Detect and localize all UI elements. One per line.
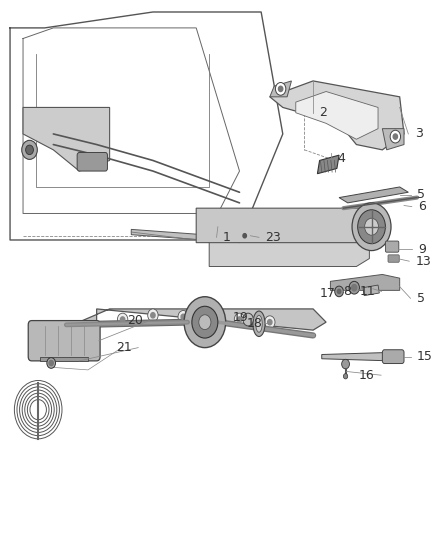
Text: 2: 2: [320, 106, 328, 119]
Text: 3: 3: [415, 127, 423, 140]
Circle shape: [243, 233, 247, 238]
Polygon shape: [296, 92, 378, 139]
Polygon shape: [66, 309, 326, 343]
Circle shape: [268, 319, 272, 325]
Circle shape: [265, 316, 275, 328]
Text: 9: 9: [418, 243, 426, 255]
Circle shape: [237, 317, 242, 322]
Text: 1: 1: [223, 231, 231, 244]
Circle shape: [393, 134, 398, 139]
Circle shape: [117, 313, 128, 326]
Polygon shape: [270, 81, 291, 97]
Circle shape: [349, 281, 360, 294]
FancyBboxPatch shape: [382, 350, 404, 364]
Text: 4: 4: [338, 152, 346, 165]
Ellipse shape: [256, 316, 262, 332]
Text: 16: 16: [359, 369, 374, 382]
Circle shape: [22, 140, 37, 159]
Text: 17: 17: [320, 287, 336, 300]
Text: 19: 19: [233, 311, 248, 325]
Text: 13: 13: [416, 255, 431, 268]
FancyBboxPatch shape: [28, 320, 100, 361]
Polygon shape: [318, 155, 339, 174]
Circle shape: [47, 358, 56, 368]
Ellipse shape: [253, 311, 265, 336]
Polygon shape: [131, 229, 240, 243]
Text: 23: 23: [265, 231, 281, 244]
Circle shape: [192, 306, 218, 338]
Circle shape: [234, 313, 245, 326]
Circle shape: [279, 86, 283, 92]
Circle shape: [26, 145, 33, 155]
Circle shape: [49, 360, 53, 366]
Circle shape: [276, 83, 286, 95]
Circle shape: [337, 289, 341, 294]
Circle shape: [390, 130, 400, 143]
Circle shape: [352, 285, 357, 291]
Polygon shape: [23, 108, 110, 171]
Text: 18: 18: [247, 317, 262, 330]
Circle shape: [184, 297, 226, 348]
Polygon shape: [40, 357, 88, 361]
Polygon shape: [339, 187, 408, 203]
Polygon shape: [322, 352, 400, 361]
Polygon shape: [209, 233, 369, 266]
FancyBboxPatch shape: [77, 152, 107, 171]
Text: 5: 5: [417, 189, 425, 201]
Text: 6: 6: [418, 200, 426, 213]
FancyBboxPatch shape: [388, 255, 399, 262]
Polygon shape: [196, 208, 382, 243]
Text: 20: 20: [127, 314, 143, 327]
Polygon shape: [382, 128, 404, 150]
Circle shape: [151, 313, 155, 318]
Circle shape: [343, 374, 348, 379]
Circle shape: [120, 317, 125, 322]
Circle shape: [148, 309, 158, 321]
Circle shape: [243, 313, 253, 326]
Polygon shape: [330, 274, 400, 290]
Polygon shape: [270, 81, 404, 150]
FancyBboxPatch shape: [385, 241, 399, 252]
Text: 11: 11: [359, 285, 375, 298]
Text: 5: 5: [417, 292, 425, 305]
Circle shape: [352, 203, 391, 251]
Circle shape: [335, 286, 343, 297]
Polygon shape: [363, 285, 379, 296]
Text: 21: 21: [116, 341, 132, 354]
Circle shape: [342, 359, 350, 369]
Circle shape: [178, 311, 188, 323]
Text: 8: 8: [343, 285, 351, 298]
Circle shape: [199, 315, 211, 329]
Text: 15: 15: [417, 350, 433, 363]
Circle shape: [364, 218, 378, 235]
Circle shape: [358, 210, 385, 244]
Circle shape: [181, 314, 185, 319]
